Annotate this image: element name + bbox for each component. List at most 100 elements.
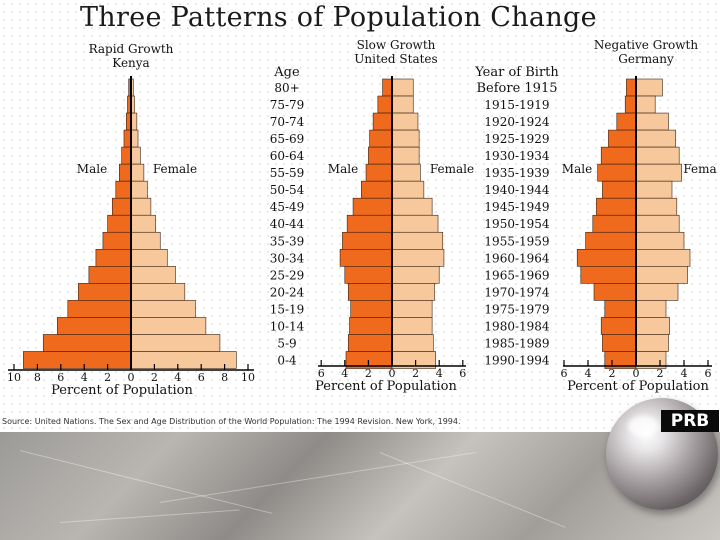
germany-male-bar-40-44 (592, 214, 637, 233)
age-group-label: 60-64 (270, 149, 305, 163)
age-group-label: 25-29 (270, 268, 305, 282)
united-states-male-bar-40-44 (346, 214, 393, 233)
birth-year-label: 1920-1924 (484, 115, 549, 129)
age-group-label: 0-4 (277, 353, 297, 367)
united-states-male-bar-30-34 (339, 249, 393, 267)
birth-year-label: 1925-1929 (484, 132, 549, 146)
germany-female-bar-60-64 (635, 146, 680, 165)
kenya-male-bar-40-44 (107, 214, 132, 233)
age-group-label: 20-24 (270, 285, 305, 299)
united-states-female-bar-35-39 (391, 231, 444, 250)
birth-year-label: 1915-1919 (484, 98, 549, 112)
germany-male-bar-15-19 (604, 300, 637, 318)
kenya-male-bar-5-9 (42, 334, 132, 352)
age-group-label: 80+ (274, 81, 299, 95)
birth-year-label: 1985-1989 (484, 336, 549, 350)
germany-x-tick-label: 2 (657, 367, 664, 380)
united-states-female-bar-25-29 (391, 266, 440, 284)
birth-year-label: 1945-1949 (484, 200, 549, 214)
united-states-female-bar-75-79 (391, 95, 414, 114)
germany-female-bar-15-19 (635, 300, 667, 318)
germany-x-tick-label: 2 (609, 367, 616, 380)
germany-country-label: Germany (618, 52, 674, 66)
kenya-country-label: Kenya (112, 56, 149, 70)
united-states-female-bar-30-34 (391, 249, 445, 267)
united-states-x-axis-label: Percent of Population (315, 379, 457, 394)
kenya-male-bar-15-19 (67, 300, 132, 318)
united-states-male-bar-65-69 (369, 129, 393, 148)
kenya-x-axis-label: Percent of Population (51, 383, 193, 398)
germany-male-bar-65-69 (608, 129, 637, 148)
united-states-male-bar-80+ (382, 78, 393, 97)
germany-female-bar-75-79 (635, 95, 656, 114)
kenya-female-bar-45-49 (130, 197, 152, 216)
germany-female-bar-55-59 (635, 163, 682, 182)
united-states-female-bar-80+ (391, 78, 414, 97)
kenya-female-bar-35-39 (130, 231, 161, 250)
germany-male-bar-20-24 (593, 283, 637, 301)
germany-pattern-label: Negative Growth (594, 38, 698, 52)
germany-female-bar-50-54 (635, 180, 673, 199)
germany-x-tick-label: 4 (681, 367, 688, 380)
population-pyramids: 10 8 6 4 2 0 2 4 6 8 10 Percent of Population Rapid … (7, 38, 717, 398)
birth-year-before-1915: Before 1915 (476, 81, 557, 96)
kenya-female-bar-25-29 (130, 266, 176, 284)
united-states-x-tick-label: 0 (389, 367, 396, 380)
kenya-male-bar-35-39 (102, 231, 132, 250)
age-group-label: 75-79 (270, 98, 305, 112)
kenya-x-tick-label: 10 (7, 371, 21, 384)
germany-male-bar-35-39 (585, 231, 637, 250)
kenya-male-bar-10-14 (56, 317, 132, 335)
united-states-country-label: United States (354, 52, 437, 66)
germany-female-bar-80+ (635, 78, 663, 97)
kenya-female-bar-10-14 (130, 317, 207, 335)
germany-male-bar-30-34 (576, 249, 637, 267)
source-note: Source: United Nations. The Sex and Age … (2, 417, 461, 426)
kenya-male-bar-0-4 (23, 351, 132, 369)
kenya-male-bar-65-69 (123, 129, 132, 148)
age-group-label: 40-44 (270, 217, 305, 231)
united-states-male-bar-10-14 (349, 317, 393, 335)
age-group-label: 65-69 (270, 132, 305, 146)
kenya-female-bar-60-64 (130, 146, 141, 165)
kenya-x-tick-label: 4 (174, 371, 181, 384)
birth-year-label: 1970-1974 (484, 285, 549, 299)
united-states-x-tick-label: 4 (436, 367, 443, 380)
kenya-male-bar-20-24 (78, 283, 132, 301)
chart-title: Three Patterns of Population Change (80, 2, 597, 33)
kenya-female-bar-0-4 (130, 351, 237, 369)
marble-footer-band (0, 432, 720, 540)
birth-year-label: 1955-1959 (484, 234, 549, 248)
kenya-female-bar-20-24 (130, 283, 186, 301)
germany-female-bar-45-49 (635, 197, 678, 216)
united-states-male-bar-5-9 (348, 334, 393, 352)
birth-year-label: 1960-1964 (484, 251, 549, 265)
united-states-male-bar-70-74 (372, 112, 393, 131)
germany-female-bar-20-24 (635, 283, 679, 301)
birth-year-label: 1935-1939 (484, 166, 549, 180)
kenya-female-bar-65-69 (130, 129, 139, 148)
germany-x-tick-label: 6 (705, 367, 712, 380)
age-group-label: 10-14 (270, 319, 305, 333)
kenya-male-bar-50-54 (115, 180, 132, 199)
united-states-female-bar-5-9 (391, 334, 434, 352)
kenya-x-tick-label: 10 (241, 371, 255, 384)
germany-female-bar-70-74 (635, 112, 669, 131)
kenya-male-bar-55-59 (119, 163, 132, 182)
united-states-female-bar-50-54 (391, 180, 425, 199)
age-group-label: 15-19 (270, 302, 305, 316)
kenya-pattern-label: Rapid Growth (89, 42, 174, 56)
decorative-sphere-highlight (628, 416, 658, 436)
germany-male-bar-55-59 (597, 163, 637, 182)
birth-year-label: 1990-1994 (484, 353, 549, 367)
united-states-x-tick-label: 2 (412, 367, 419, 380)
germany-male-bar-70-74 (616, 112, 637, 131)
germany-male-bar-50-54 (602, 180, 637, 199)
kenya-female-bar-50-54 (130, 180, 148, 199)
germany-male-bar-5-9 (602, 334, 637, 352)
age-group-label: 50-54 (270, 183, 305, 197)
germany-male-bar-80+ (626, 78, 637, 97)
germany-x-tick-label: 4 (585, 367, 592, 380)
germany-female-label: Fema (683, 162, 716, 176)
germany-male-label: Male (562, 162, 592, 176)
